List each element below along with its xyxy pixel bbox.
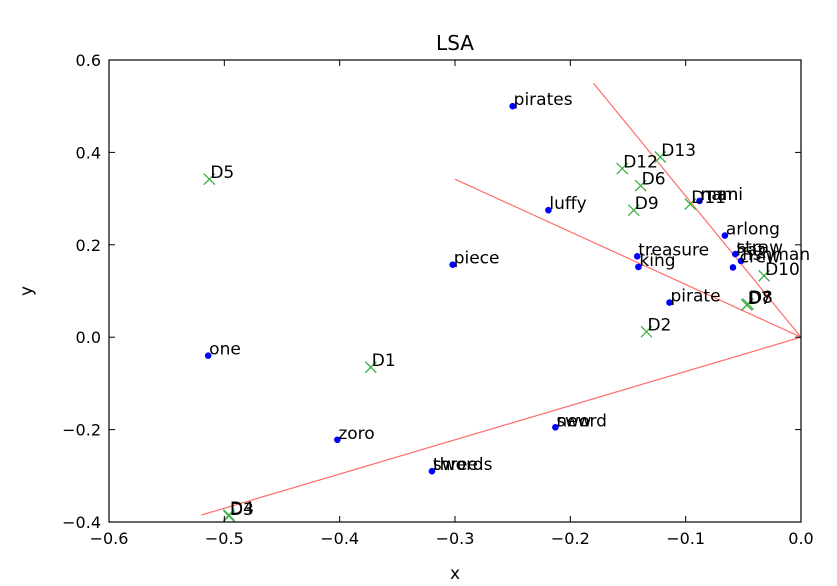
word-label-man: man (701, 185, 739, 205)
doc-label-D3: D3 (230, 500, 254, 520)
x-tick-label: −0.5 (205, 529, 244, 548)
word-point-piece (449, 261, 456, 268)
doc-point-D8 (741, 297, 754, 310)
doc-label-D11: D11 (691, 188, 726, 208)
doc-label-D2: D2 (647, 316, 671, 336)
x-tick-label: −0.1 (666, 529, 705, 548)
word-label-pirates: pirates (514, 90, 573, 110)
doc-point-D6 (634, 179, 647, 192)
word-label-king: king (639, 251, 675, 271)
doc-label-D8: D8 (749, 288, 773, 308)
word-label-arlong: arlong (726, 220, 780, 240)
word-label-straw: straw (736, 238, 783, 258)
x-axis-label: x (450, 564, 460, 584)
word-point-extra-2 (737, 257, 745, 265)
y-tick-label: 0.6 (76, 51, 101, 70)
x-tick-label: −0.3 (436, 529, 475, 548)
doc-label-D5: D5 (210, 163, 234, 183)
doc-point-D13 (654, 151, 667, 163)
word-label-fishman: fishman (742, 245, 810, 265)
doc-point-D2 (640, 325, 653, 338)
word-label-zoro: zoro (338, 424, 374, 444)
doc-label-D4: D4 (230, 499, 254, 519)
word-label-nami: nami (701, 185, 743, 205)
doc-point-D11 (684, 198, 697, 211)
projection-ray-2 (454, 178, 802, 338)
word-point-sword (552, 423, 559, 431)
word-label-one: one (209, 340, 241, 360)
doc-label-D10: D10 (765, 260, 800, 280)
y-tick-label: 0.2 (76, 236, 101, 255)
doc-label-D6: D6 (642, 170, 666, 190)
word-point-luffy (545, 206, 552, 214)
word-point-nami (696, 197, 703, 205)
x-tick-label: −0.2 (551, 529, 590, 548)
x-tick-label: −0.4 (320, 529, 359, 548)
chart-title: LSA (436, 31, 474, 55)
word-point-pirate (666, 299, 673, 306)
projection-ray-1 (592, 82, 802, 338)
doc-point-D10 (758, 269, 771, 282)
word-label-new: new (556, 411, 591, 431)
word-point-treasure (633, 253, 641, 260)
doc-label-D7: D7 (748, 289, 772, 309)
word-point-one (204, 352, 212, 359)
y-tick-label: 0.4 (76, 143, 101, 162)
x-axis: −0.6 −0.5 −0.4 −0.3 −0.2 −0.1 0.0 (90, 60, 814, 548)
y-tick-label: 0.0 (76, 328, 101, 347)
doc-label-D9: D9 (635, 194, 659, 214)
word-label-swords: swords (433, 455, 493, 475)
y-tick-label: −0.4 (62, 513, 101, 532)
doc-label-D1: D1 (372, 351, 396, 371)
doc-point-D12 (616, 162, 629, 175)
doc-point-D1 (364, 361, 377, 374)
y-axis: −0.4 −0.2 0.0 0.2 0.4 0.6 (62, 51, 801, 532)
word-point-king (635, 263, 642, 271)
projection-ray-3 (201, 336, 802, 516)
word-label-treasure: treasure (638, 240, 709, 260)
word-point-extra-1 (731, 250, 739, 258)
word-label-three: three (433, 455, 478, 475)
doc-point-D5 (203, 173, 216, 186)
word-label-piece: piece (454, 249, 500, 269)
x-tick-label: 0.0 (788, 529, 813, 548)
word-point-extra-3 (729, 264, 737, 271)
doc-point-D9 (627, 204, 640, 217)
word-label-luffy: luffy (549, 194, 586, 214)
y-axis-label: y (17, 286, 37, 296)
word-point-pirates (509, 102, 516, 110)
word-point-arlong (721, 232, 729, 239)
word-label-sword: sword (556, 411, 607, 431)
x-tick-label: −0.6 (90, 529, 129, 548)
doc-label-D12: D12 (623, 153, 658, 173)
y-tick-label: −0.2 (62, 421, 101, 440)
word-point-swords (428, 467, 436, 475)
word-label-hat: hat (736, 240, 764, 260)
doc-point-D3 (222, 510, 235, 522)
doc-label-D13: D13 (661, 141, 696, 161)
word-label-pirate: pirate (671, 287, 721, 307)
doc-point-D4 (222, 509, 235, 522)
word-label-crew: crew (740, 247, 780, 267)
word-point-zoro (334, 436, 341, 444)
